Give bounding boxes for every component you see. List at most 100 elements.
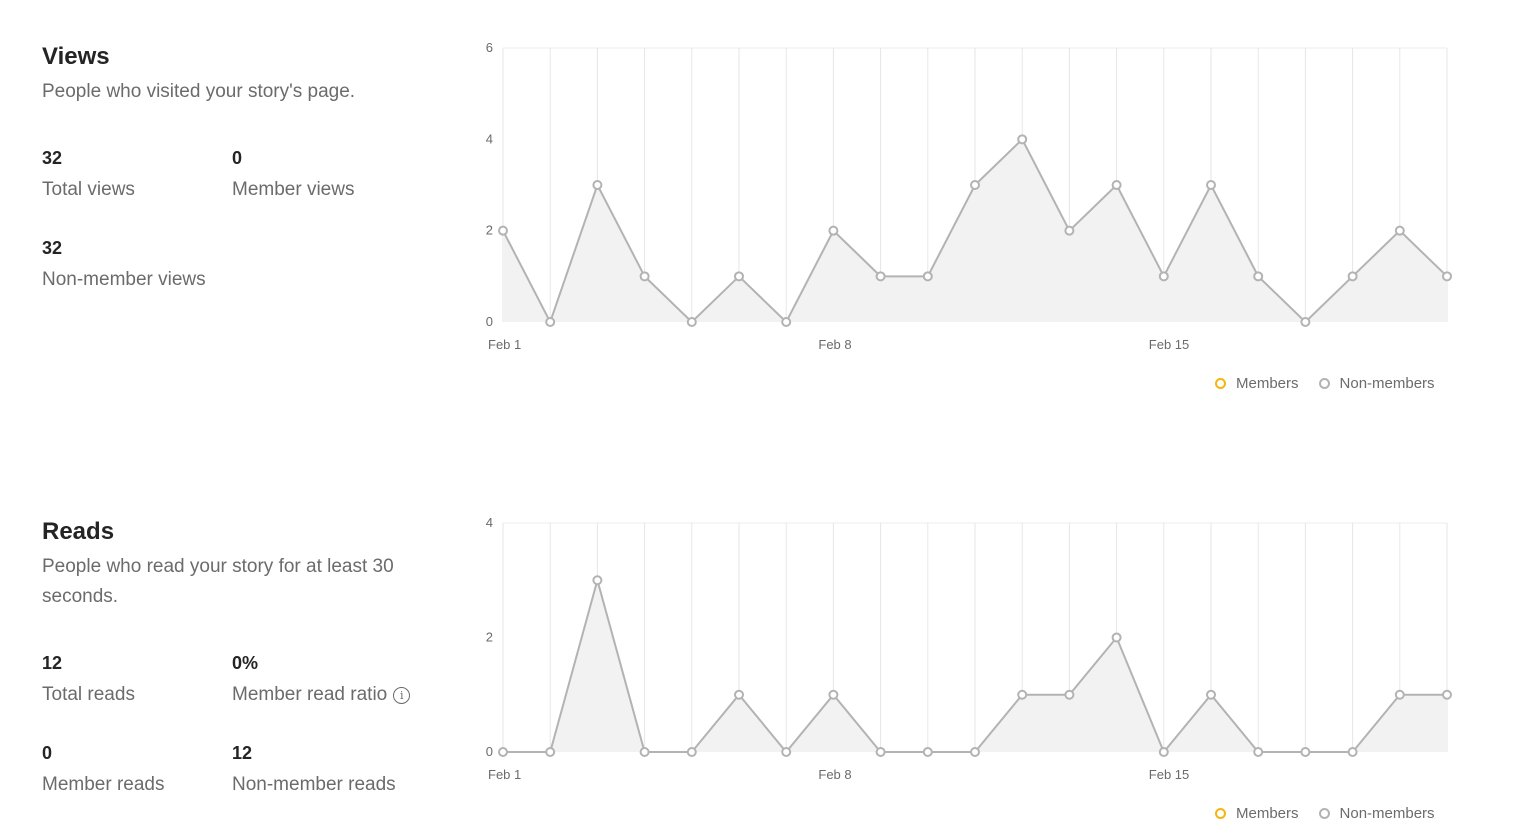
member-read-ratio-label-row: Member read ratio i: [232, 684, 411, 706]
total-reads-label: Total reads: [42, 684, 135, 705]
data-point: [545, 317, 556, 327]
data-point: [592, 180, 603, 190]
reads-title: Reads: [42, 518, 115, 545]
data-point: [922, 747, 933, 757]
data-point: [922, 271, 933, 282]
data-point: [1111, 180, 1122, 190]
x-tick-label: Feb 15: [1149, 337, 1189, 352]
member-reads-value: 0: [42, 743, 53, 763]
data-point: [498, 747, 508, 757]
y-tick-label: 0: [486, 314, 493, 329]
data-point: [1111, 632, 1122, 643]
legend-members: Members: [1215, 805, 1299, 822]
total-reads-stat: 12 Total reads: [42, 653, 135, 706]
total-views-value: 32: [42, 148, 63, 168]
data-point: [1347, 271, 1358, 282]
non-member-reads-label: Non-member reads: [232, 774, 396, 795]
data-point: [1300, 317, 1311, 327]
y-tick-label: 0: [486, 744, 493, 759]
data-point: [1158, 747, 1169, 757]
data-point: [970, 180, 980, 190]
legend-non-members: Non-members: [1318, 805, 1435, 822]
data-point: [498, 225, 508, 236]
y-tick-label: 2: [486, 630, 493, 645]
non-member-views-stat: 32 Non-member views: [42, 238, 206, 291]
y-tick-label: 4: [486, 515, 493, 530]
total-reads-value: 12: [42, 653, 63, 673]
reads-section: Reads People who read your story for at …: [0, 475, 1539, 822]
info-icon[interactable]: i: [393, 687, 411, 704]
legend-members-label: Members: [1236, 805, 1299, 822]
non-members-area: [503, 580, 1447, 752]
y-tick-label: 4: [486, 131, 493, 146]
data-point: [639, 747, 650, 757]
data-point: [1347, 747, 1358, 757]
member-read-ratio-stat: 0% Member read ratio i: [232, 653, 411, 706]
data-point: [875, 271, 886, 282]
data-point: [1017, 134, 1028, 145]
member-reads-label: Member reads: [42, 774, 165, 795]
data-point: [1253, 747, 1264, 757]
data-point: [545, 747, 556, 757]
data-point: [875, 747, 886, 757]
non-member-reads-stat: 12 Non-member reads: [232, 743, 396, 796]
views-description: People who visited your story's page.: [42, 81, 356, 102]
data-point: [1394, 689, 1405, 700]
member-views-label: Member views: [232, 179, 355, 200]
data-point: [970, 747, 980, 757]
data-point: [592, 575, 603, 586]
legend-members: Members: [1215, 375, 1299, 392]
reads-chart: 0 2 4 Feb 1 Feb 8 Feb 15: [486, 515, 1452, 782]
data-point: [686, 317, 697, 327]
data-point: [686, 747, 697, 757]
non-member-reads-value: 12: [232, 743, 253, 763]
data-point: [639, 271, 650, 282]
data-point: [1442, 689, 1452, 700]
reads-description: People who read your story for at least …: [42, 556, 394, 607]
x-tick-label: Feb 8: [818, 337, 851, 352]
non-member-views-label: Non-member views: [42, 269, 206, 290]
non-members-legend-icon: [1318, 808, 1330, 819]
data-point: [734, 689, 744, 700]
member-views-stat: 0 Member views: [232, 148, 354, 201]
data-point: [781, 747, 792, 757]
member-views-value: 0: [232, 148, 243, 168]
data-point: [1017, 689, 1028, 700]
x-tick-label: Feb 1: [488, 767, 521, 782]
views-title: Views: [42, 43, 110, 70]
data-point: [1206, 180, 1216, 190]
legend-non-members-label: Non-members: [1339, 375, 1435, 392]
views-section: Views People who visited your story's pa…: [42, 40, 1452, 392]
y-tick-label: 6: [486, 40, 493, 55]
data-point: [1253, 271, 1264, 282]
data-point: [1442, 271, 1452, 282]
legend-non-members-label: Non-members: [1339, 805, 1435, 822]
non-member-views-value: 32: [42, 238, 63, 258]
y-tick-label: 2: [486, 223, 493, 238]
data-point: [734, 271, 744, 282]
data-point: [1300, 747, 1311, 757]
data-point: [1064, 689, 1075, 700]
total-views-label: Total views: [42, 179, 135, 200]
data-point: [1158, 271, 1169, 282]
member-read-ratio-label: Member read ratio: [232, 684, 388, 705]
x-tick-label: Feb 15: [1149, 767, 1189, 782]
views-legend: Members Non-members: [1195, 375, 1435, 392]
data-point: [1394, 225, 1405, 236]
member-read-ratio-value: 0%: [232, 653, 259, 673]
data-point: [1064, 225, 1075, 236]
members-legend-icon: [1215, 378, 1226, 389]
data-point: [828, 225, 839, 236]
legend-non-members: Non-members: [1318, 375, 1435, 392]
data-point: [1206, 689, 1216, 700]
x-tick-label: Feb 1: [488, 337, 521, 352]
reads-legend: Members Non-members: [1195, 805, 1435, 822]
non-members-legend-icon: [1318, 378, 1330, 389]
data-point: [781, 317, 792, 327]
x-tick-label: Feb 8: [818, 767, 851, 782]
legend-members-label: Members: [1236, 375, 1299, 392]
members-legend-icon: [1215, 808, 1226, 819]
member-reads-stat: 0 Member reads: [42, 743, 165, 796]
data-point: [828, 689, 839, 700]
total-views-stat: 32 Total views: [42, 148, 135, 201]
